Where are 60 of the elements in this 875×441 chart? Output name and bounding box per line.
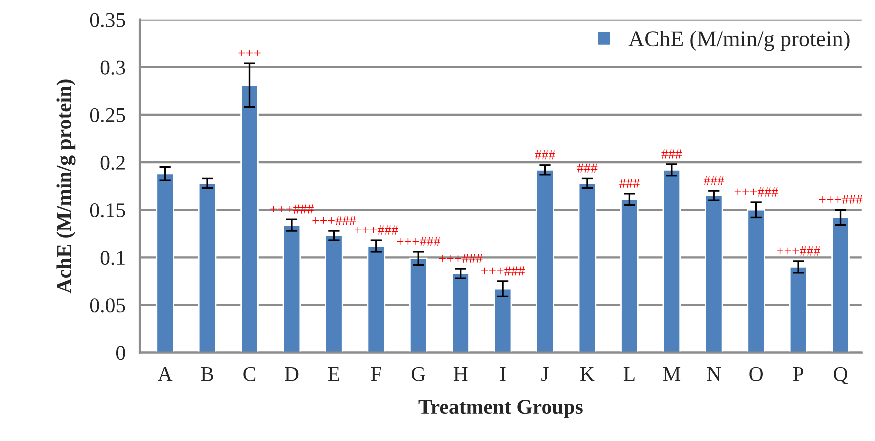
bar [240,84,259,353]
x-tick-label: Q [834,367,848,385]
x-tick-label: J [542,368,549,382]
annotation: ### [662,150,682,159]
annotation: +++### [734,188,778,197]
annotation: ### [577,164,598,173]
annotation: +++### [482,266,525,276]
y-tick-label: 0.2 [100,156,125,170]
x-tick-label: M [663,368,681,382]
y-axis-title: AchE (M/min/g protein) [56,80,76,294]
bar [367,246,386,353]
y-tick-label: 0 [116,346,126,360]
legend-label: AChE (M/min/g protein) [628,30,850,52]
bar [747,209,766,353]
bar [789,266,808,353]
annotation: +++### [439,254,483,264]
annotation: ### [535,150,556,160]
x-tick-label: O [750,367,764,382]
bar [494,288,512,353]
x-tick-label: L [624,368,635,382]
x-tick-label: D [285,368,299,382]
annotation: ### [704,176,724,186]
annotation: +++### [354,226,398,235]
x-tick-label: C [244,367,256,382]
y-tick-label: 0.35 [90,13,126,28]
bar [409,258,428,353]
bar [282,224,302,353]
bar [325,235,344,353]
y-tick-label: 0.25 [90,108,126,122]
annotation: +++### [397,237,441,246]
x-axis-title: Treatment Groups [418,400,583,418]
x-tick-label: K [580,368,595,382]
y-tick-label: 0.1 [100,251,125,266]
y-tick-label: 0.05 [90,298,126,313]
annotation: +++ [238,50,261,56]
annotation: ### [620,179,640,188]
x-tick-label: B [201,368,214,382]
annotation: +++### [819,195,863,204]
bar [578,182,597,353]
x-tick-label: I [500,368,506,382]
bar [704,195,724,353]
bar [620,198,639,353]
x-tick-label: H [454,368,468,382]
y-tick-label: 0.15 [90,203,126,218]
y-tick-label: 0.3 [100,60,126,75]
bar [536,169,554,353]
bar [832,217,850,353]
bar [662,169,682,353]
x-tick-label: A [158,367,173,382]
annotation: +++### [270,204,314,214]
x-tick-label: N [707,368,722,382]
annotation: +++### [777,246,820,256]
bar [452,273,470,353]
bar [198,182,217,353]
x-tick-label: E [328,368,340,382]
bar [156,173,174,353]
x-tick-label: F [371,368,382,382]
annotation: +++### [312,216,356,226]
x-tick-label: P [793,368,804,382]
x-tick-label: G [412,367,426,382]
